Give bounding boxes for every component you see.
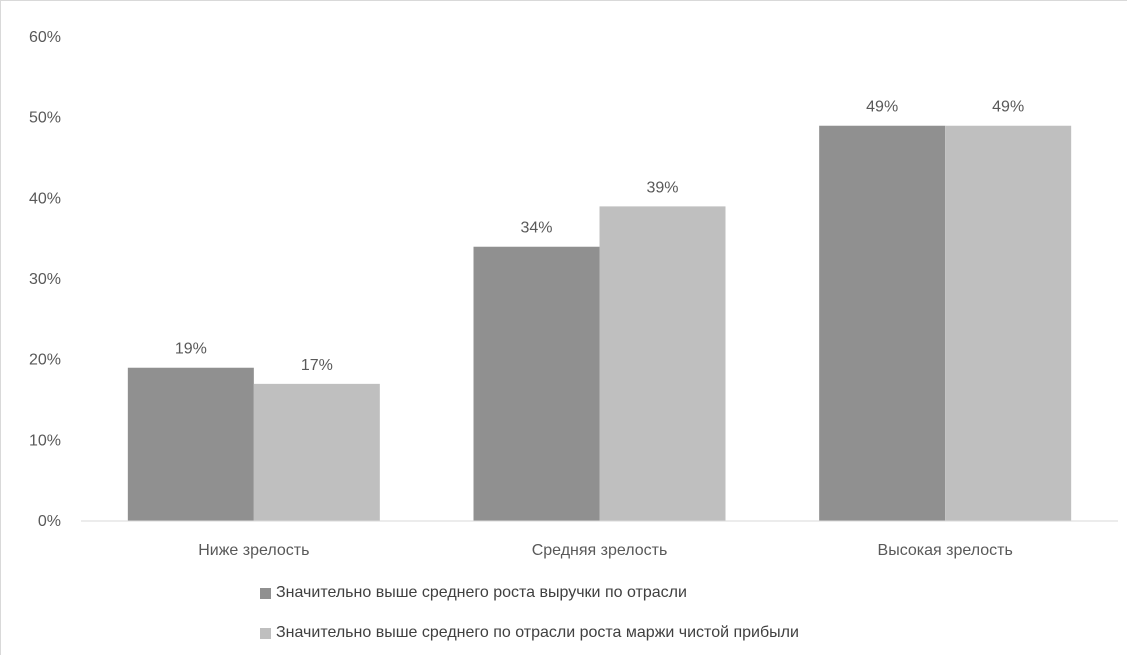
bar-revenue	[473, 246, 600, 521]
bar-revenue	[819, 125, 946, 521]
y-tick-label: 30%	[29, 271, 61, 288]
bar-series	[127, 125, 1072, 521]
x-category-label: Средняя зрелость	[532, 542, 668, 559]
bar-margin	[599, 206, 726, 521]
x-category-label: Высокая зрелость	[878, 542, 1013, 559]
bar-value-label: 39%	[646, 179, 678, 196]
y-tick-label: 0%	[38, 513, 61, 530]
bar-value-label: 19%	[175, 341, 207, 358]
bar-margin	[945, 125, 1072, 521]
y-tick-label: 20%	[29, 352, 61, 369]
y-tick-label: 10%	[29, 432, 61, 449]
y-tick-label: 40%	[29, 190, 61, 207]
bar-revenue	[127, 367, 254, 521]
y-tick-label: 60%	[29, 29, 61, 46]
y-tick-label: 50%	[29, 110, 61, 127]
bar-value-label: 17%	[301, 357, 333, 374]
legend-label-revenue: Значительно выше среднего роста выручки …	[276, 584, 687, 601]
legend-swatch-margin	[260, 627, 271, 639]
bar-data-labels: 19% 17% 34% 39% 49% 49%	[175, 99, 1024, 374]
x-category-label: Ниже зрелость	[198, 542, 309, 559]
legend-item-margin: Значительно выше среднего по отрасли рос…	[260, 624, 799, 642]
x-axis-category-labels: Ниже зрелость Средняя зрелость Высокая зре…	[198, 542, 1013, 559]
bar-margin	[253, 383, 380, 521]
bar-chart: 0%10%20%30%40%50%60% 19%17%34%39%49% 49% …	[29, 29, 1118, 559]
bar-value-label: 49%	[992, 99, 1024, 116]
legend-item-revenue: Значительно выше среднего роста выручки …	[260, 584, 687, 602]
legend-swatch-revenue	[260, 587, 271, 599]
y-axis-ticks: 0% 10% 20% 30% 40% 50% 60%	[29, 29, 61, 530]
bar-value-label: 49%	[866, 99, 898, 116]
legend-label-margin: Значительно выше среднего по отрасли рос…	[276, 624, 799, 641]
bar-value-label: 34%	[520, 220, 552, 237]
